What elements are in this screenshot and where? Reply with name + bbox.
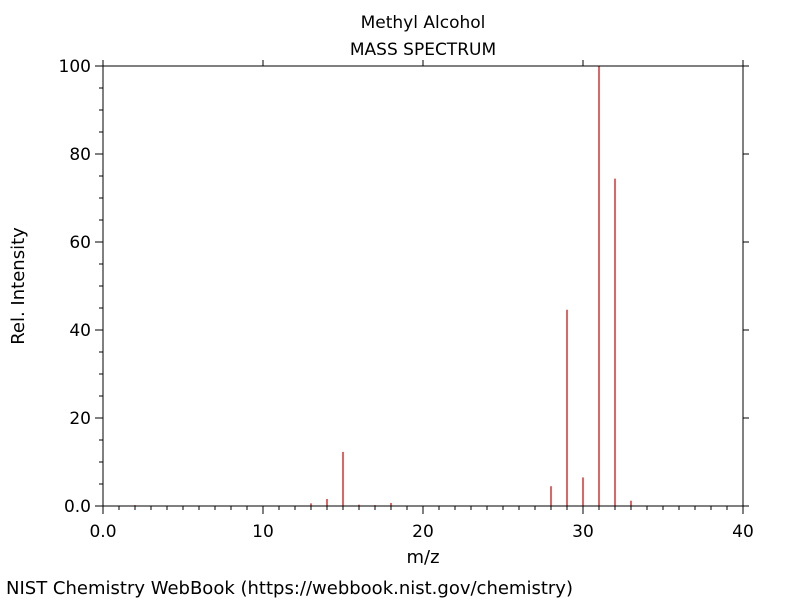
- x-tick-label: 40: [732, 522, 754, 542]
- chart-title: Methyl Alcohol: [361, 13, 486, 33]
- chart-subtitle: MASS SPECTRUM: [350, 40, 496, 60]
- x-tick-label: 10: [252, 522, 274, 542]
- y-tick-label: 60: [69, 233, 91, 253]
- y-tick-label: 100: [59, 57, 91, 77]
- x-tick-label: 30: [572, 522, 594, 542]
- y-axis-label: Rel. Intensity: [8, 227, 29, 345]
- ticks-layer: 0.0 10 20 30 40 0.0 20 40 60 80 100: [59, 57, 754, 542]
- plot-frame: [102, 65, 744, 507]
- y-tick-label: 20: [69, 409, 91, 429]
- y-tick-label: 40: [69, 321, 91, 341]
- x-axis-label: m/z: [406, 547, 439, 568]
- y-tick-label: 0.0: [64, 497, 91, 517]
- peaks-layer: [134, 66, 632, 506]
- x-tick-label: 0.0: [89, 522, 116, 542]
- source-credit: NIST Chemistry WebBook (https://webbook.…: [6, 578, 573, 599]
- x-tick-label: 20: [412, 522, 434, 542]
- y-tick-label: 80: [69, 145, 91, 165]
